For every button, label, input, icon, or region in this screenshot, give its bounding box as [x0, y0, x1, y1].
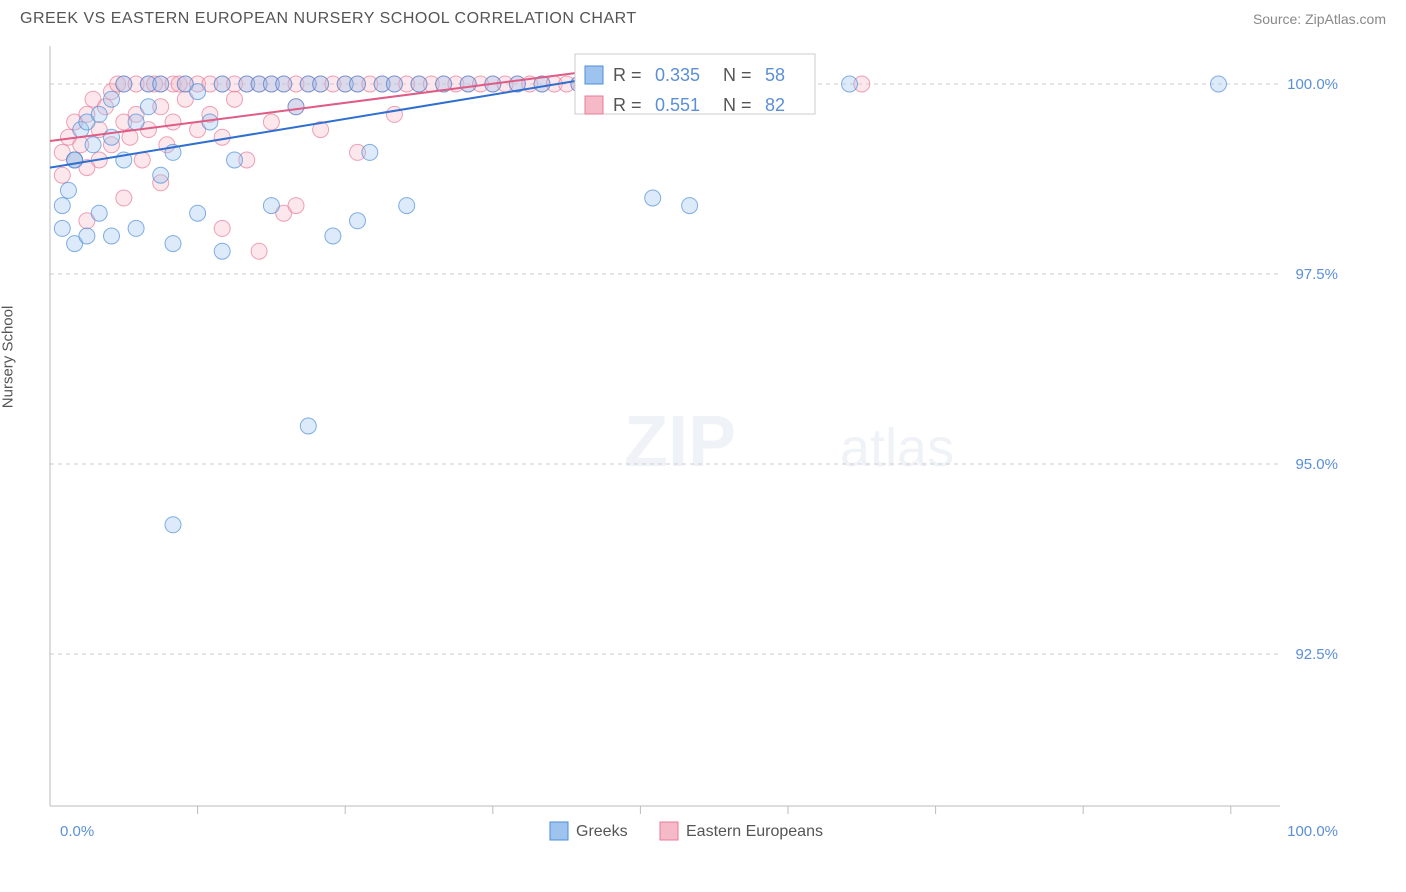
scatter-point	[54, 167, 70, 183]
scatter-point	[350, 76, 366, 92]
source-label: Source: ZipAtlas.com	[1253, 11, 1386, 27]
scatter-point	[153, 167, 169, 183]
header: GREEK VS EASTERN EUROPEAN NURSERY SCHOOL…	[0, 0, 1406, 36]
chart-title: GREEK VS EASTERN EUROPEAN NURSERY SCHOOL…	[20, 10, 637, 28]
scatter-point	[362, 144, 378, 160]
ytick-label: 100.0%	[1287, 76, 1338, 93]
scatter-point	[104, 228, 120, 244]
scatter-point	[134, 152, 150, 168]
scatter-point	[227, 152, 243, 168]
scatter-point	[645, 190, 661, 206]
svg-text:R =: R =	[613, 65, 642, 85]
scatter-point	[214, 243, 230, 259]
scatter-point	[214, 220, 230, 236]
ytick-label: 97.5%	[1295, 266, 1338, 283]
r-value: 0.551	[655, 95, 700, 115]
legend-swatch	[585, 96, 603, 114]
r-value: 0.335	[655, 65, 700, 85]
scatter-point	[165, 517, 181, 533]
scatter-point	[54, 198, 70, 214]
scatter-point	[300, 418, 316, 434]
scatter-point	[1211, 76, 1227, 92]
scatter-point	[399, 198, 415, 214]
xtick-label: 0.0%	[60, 823, 94, 840]
scatter-point	[104, 91, 120, 107]
scatter-point	[288, 198, 304, 214]
legend-swatch	[660, 822, 678, 840]
scatter-plot: ZIP atlas 92.5% 95.0% 97.5% 100.0% 0.0% 100.0% R…	[20, 36, 1346, 866]
scatter-point	[460, 76, 476, 92]
scatter-point	[682, 198, 698, 214]
scatter-point	[165, 236, 181, 252]
scatter-point	[263, 114, 279, 130]
scatter-point	[79, 228, 95, 244]
scatter-point	[116, 76, 132, 92]
svg-text:N =: N =	[723, 65, 752, 85]
scatter-point	[190, 205, 206, 221]
scatter-point	[67, 152, 83, 168]
scatter-point	[91, 205, 107, 221]
xtick-label: 100.0%	[1287, 823, 1338, 840]
scatter-point	[54, 220, 70, 236]
scatter-point	[214, 129, 230, 145]
scatter-point	[85, 137, 101, 153]
scatter-point	[128, 220, 144, 236]
scatter-point	[190, 84, 206, 100]
scatter-point	[288, 99, 304, 115]
n-value: 82	[765, 95, 785, 115]
legend-swatch	[585, 66, 603, 84]
svg-text:ZIP: ZIP	[624, 402, 736, 482]
plot-container: Nursery School ZIPatlas92.5%95.0%97.5%10…	[20, 36, 1386, 866]
scatter-point	[313, 76, 329, 92]
scatter-point	[140, 99, 156, 115]
legend-label: Greeks	[576, 823, 628, 840]
scatter-point	[386, 106, 402, 122]
scatter-point	[251, 243, 267, 259]
n-value: 58	[765, 65, 785, 85]
scatter-point	[386, 76, 402, 92]
scatter-point	[276, 76, 292, 92]
scatter-point	[91, 106, 107, 122]
svg-text:N =: N =	[723, 95, 752, 115]
y-axis-label: Nursery School	[0, 306, 17, 409]
svg-text:R =: R =	[613, 95, 642, 115]
scatter-point	[116, 190, 132, 206]
scatter-point	[153, 76, 169, 92]
scatter-point	[263, 198, 279, 214]
correlation-legend: R = 0.335 N = 58 R = 0.551 N = 82	[575, 54, 815, 115]
scatter-point	[165, 114, 181, 130]
ytick-label: 95.0%	[1295, 456, 1338, 473]
legend-label: Eastern Europeans	[686, 823, 823, 840]
svg-text:atlas: atlas	[840, 418, 954, 478]
scatter-point	[227, 91, 243, 107]
ytick-label: 92.5%	[1295, 646, 1338, 663]
scatter-point	[411, 76, 427, 92]
scatter-point	[60, 182, 76, 198]
scatter-point	[214, 76, 230, 92]
legend-swatch	[550, 822, 568, 840]
scatter-point	[842, 76, 858, 92]
scatter-point	[350, 213, 366, 229]
scatter-point	[325, 228, 341, 244]
scatter-point	[128, 114, 144, 130]
